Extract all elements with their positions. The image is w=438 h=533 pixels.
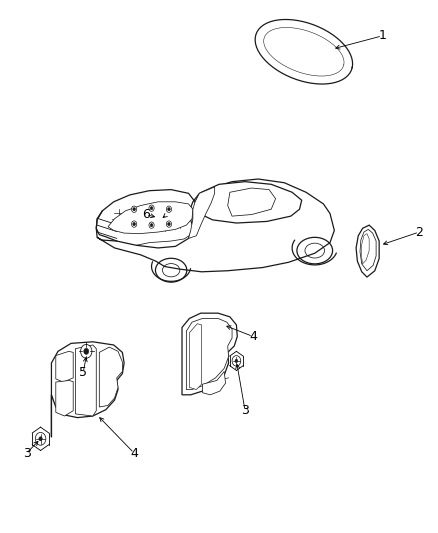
Polygon shape	[356, 225, 379, 277]
Circle shape	[39, 437, 42, 441]
Text: 1: 1	[378, 29, 386, 42]
Text: 4: 4	[249, 330, 257, 343]
Polygon shape	[188, 187, 215, 238]
Polygon shape	[182, 313, 237, 395]
Text: 3: 3	[23, 447, 31, 459]
Circle shape	[84, 348, 89, 354]
Circle shape	[133, 222, 135, 225]
Circle shape	[235, 359, 238, 362]
Circle shape	[150, 223, 153, 227]
Polygon shape	[99, 347, 122, 407]
Circle shape	[149, 222, 154, 228]
Polygon shape	[228, 188, 276, 216]
Polygon shape	[56, 381, 73, 416]
Polygon shape	[56, 351, 73, 382]
Polygon shape	[51, 342, 124, 437]
Polygon shape	[195, 182, 302, 223]
Circle shape	[35, 432, 46, 445]
Circle shape	[232, 356, 241, 366]
Circle shape	[166, 206, 172, 213]
Text: 3: 3	[241, 404, 249, 417]
Polygon shape	[108, 202, 193, 233]
Circle shape	[131, 206, 137, 213]
Circle shape	[166, 221, 172, 227]
Polygon shape	[361, 233, 369, 264]
Polygon shape	[75, 345, 96, 416]
Circle shape	[149, 205, 154, 212]
Circle shape	[133, 208, 135, 211]
Circle shape	[131, 221, 137, 227]
Polygon shape	[189, 324, 201, 390]
Circle shape	[168, 222, 170, 225]
Polygon shape	[97, 179, 334, 272]
Polygon shape	[202, 372, 226, 395]
Polygon shape	[360, 229, 376, 271]
Circle shape	[150, 207, 153, 210]
Circle shape	[168, 208, 170, 211]
Polygon shape	[186, 318, 232, 390]
Text: 2: 2	[415, 225, 423, 239]
Text: 5: 5	[79, 366, 87, 379]
Circle shape	[81, 344, 92, 358]
Text: 4: 4	[130, 447, 138, 459]
Text: 6: 6	[142, 208, 150, 221]
